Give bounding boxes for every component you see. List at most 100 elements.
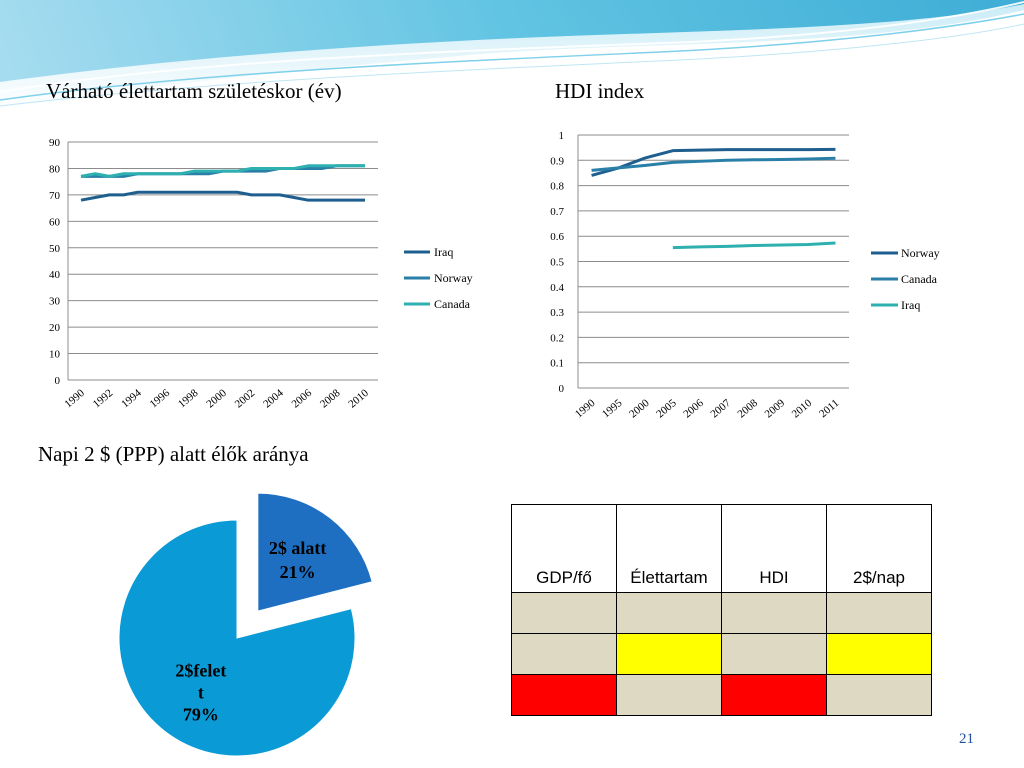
hdi-x-tick-label: 2008	[736, 397, 761, 421]
table-cell-beige	[511, 592, 617, 634]
table-cell-beige	[826, 592, 932, 634]
hdi-y-tick-label: 0.9	[550, 155, 564, 167]
life-x-tick-label: 1992	[91, 387, 116, 410]
life-y-tick-label: 30	[49, 296, 61, 308]
life-x-tick-label: 2002	[233, 387, 258, 410]
hdi-y-tick-label: 0.5	[550, 257, 564, 269]
hdi-series-canada-line	[591, 156, 836, 172]
life-chart-x-axis: 1990 1992 1994 1996 1998 2000 2002 2004 2006 2008…	[62, 387, 371, 411]
life-y-tick-label: 40	[49, 269, 61, 281]
table-cell-red	[511, 674, 617, 716]
hdi-x-tick-label: 2009	[763, 397, 788, 421]
life-legend-label: Canada	[434, 297, 471, 311]
life-chart-y-axis: 0 10 20 30 40 50 60 70 80 90	[49, 137, 61, 387]
hdi-x-tick-label: 1995	[600, 397, 625, 421]
life-x-tick-label: 2006	[290, 387, 315, 411]
hdi-legend-label: Iraq	[901, 298, 920, 312]
life-y-tick-label: 80	[49, 163, 61, 175]
hdi-legend-label: Canada	[901, 272, 938, 286]
life-x-tick-label: 2000	[204, 387, 229, 411]
table-cell-beige	[721, 633, 827, 675]
hdi-chart-x-axis: 1990 1995 2000 2005 2006 2007 2008 2009 2010 2011	[573, 397, 841, 421]
life-y-tick-label: 20	[49, 322, 61, 334]
life-legend-label: Norway	[434, 271, 473, 285]
table-row	[511, 633, 932, 675]
table-cell-yellow	[616, 633, 722, 675]
pie-slice-percent: 21%	[280, 562, 316, 582]
life-x-tick-label: 2008	[318, 387, 343, 411]
hdi-x-tick-label: 2010	[790, 397, 815, 421]
table-header-gdp: GDP/fő	[511, 504, 617, 593]
hdi-y-tick-label: 0.6	[550, 231, 564, 243]
pie-slices	[118, 492, 373, 757]
life-expectancy-line-chart: 0 10 20 30 40 50 60 70 80 90 1990 1992 1994 1996 1998…	[49, 137, 473, 411]
pie-slice-label: 2$felet t	[175, 661, 226, 703]
pie-slice-label-line: 2$felet	[175, 661, 226, 681]
life-y-tick-label: 70	[49, 190, 61, 202]
life-chart-legend: Iraq Norway Canada	[404, 245, 473, 311]
hdi-y-tick-label: 0	[559, 383, 565, 395]
life-x-tick-label: 1994	[119, 387, 144, 411]
hdi-title: HDI index	[555, 79, 645, 103]
hdi-y-tick-label: 0.2	[550, 332, 564, 344]
indicator-table: GDP/fő Élettartam HDI 2$/nap	[511, 504, 932, 716]
table-cell-beige	[511, 633, 617, 675]
table-cell-red	[721, 674, 827, 716]
life-chart-series	[80, 164, 365, 202]
hdi-y-tick-label: 1	[559, 130, 565, 142]
table-row	[511, 592, 932, 634]
life-y-tick-label: 50	[49, 243, 61, 255]
hdi-x-tick-label: 2000	[627, 397, 652, 421]
table-header-hdi: HDI	[721, 504, 827, 593]
life-legend-label: Iraq	[434, 245, 453, 259]
hdi-series-norway-line	[591, 147, 836, 177]
hdi-x-tick-label: 2005	[654, 397, 679, 421]
hdi-series-iraq-line	[672, 241, 836, 250]
hdi-y-tick-label: 0.7	[550, 206, 564, 218]
life-y-tick-label: 90	[49, 137, 61, 149]
hdi-chart-series	[591, 147, 836, 250]
hdi-line-chart: 00.10.20.30.40.50.60.70.80.91 1990 1995 20…	[550, 130, 940, 421]
life-x-tick-label: 1990	[62, 387, 87, 411]
pie-labels: 2$ alatt 21% 2$felet t79%	[175, 538, 326, 725]
life-x-tick-label: 1996	[148, 387, 173, 411]
table-row	[511, 674, 932, 716]
hdi-y-tick-label: 0.8	[550, 181, 564, 193]
hdi-x-tick-label: 2007	[708, 397, 733, 421]
hdi-chart-y-axis: 0 0.1 0.2 0.3 0.4 0.5 0.6 0.7 0.8 0.9 1	[550, 130, 564, 395]
header-wave-decoration	[0, 0, 1024, 110]
table-cell-beige	[826, 674, 932, 716]
pie-slice-above-2usd	[118, 519, 356, 757]
slide-number: 21	[959, 731, 974, 747]
pie-slice-percent: 79%	[183, 705, 219, 725]
life-chart-gridlines	[67, 141, 378, 381]
hdi-y-tick-label: 0.1	[550, 358, 564, 370]
hdi-chart-legend: Norway Canada Iraq	[871, 246, 940, 312]
table-cell-beige	[616, 592, 722, 634]
life-x-tick-label: 2004	[261, 387, 286, 411]
hdi-y-tick-label: 0.4	[550, 282, 564, 294]
table-header-row: GDP/fő Élettartam HDI 2$/nap	[511, 504, 932, 593]
hdi-y-tick-label: 0.3	[550, 307, 564, 319]
hdi-legend-label: Norway	[901, 246, 940, 260]
life-y-tick-label: 0	[55, 375, 61, 387]
life-series-canada-line	[80, 164, 365, 178]
poverty-pie-title: Napi 2 $ (PPP) alatt élők aránya	[38, 442, 309, 466]
hdi-x-tick-label: 1990	[573, 397, 598, 421]
life-expectancy-title: Várható élettartam születéskor (év)	[46, 79, 342, 103]
table-header-life: Élettartam	[616, 504, 722, 593]
table-cell-yellow	[826, 633, 932, 675]
table-header-poverty: 2$/nap	[826, 504, 932, 593]
table-cell-beige	[721, 592, 827, 634]
life-y-tick-label: 10	[49, 349, 61, 361]
table-cell-beige	[616, 674, 722, 716]
hdi-x-tick-label: 2006	[681, 397, 706, 421]
life-y-tick-label: 60	[49, 216, 61, 228]
life-x-tick-label: 2010	[346, 387, 371, 411]
pie-slice-label-line: t	[198, 683, 204, 703]
pie-slice-below-2usd	[257, 492, 373, 612]
life-series-iraq-line	[80, 190, 365, 202]
hdi-x-tick-label: 2011	[817, 397, 841, 420]
hdi-chart-gridlines	[577, 134, 849, 389]
